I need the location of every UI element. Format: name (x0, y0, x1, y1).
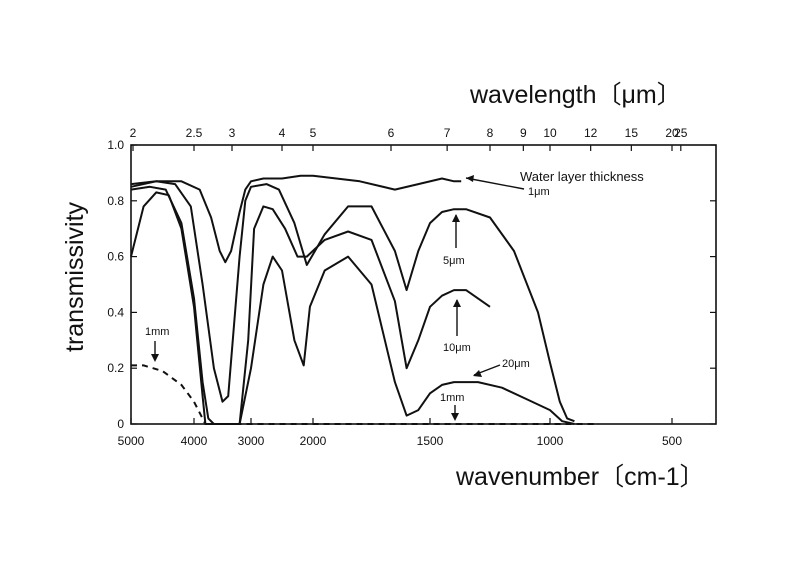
arrow-10um-head (453, 299, 461, 307)
series-1m-line (130, 174, 462, 264)
x2-tick-label: 8 (487, 126, 494, 140)
x2-tick-label: 7 (444, 126, 451, 140)
arrow-1mm-left-head (151, 354, 159, 362)
annotation-1mm-left: 1mm (145, 326, 169, 338)
x2-tick-label: 10 (543, 126, 557, 140)
y-tick-label: 0.2 (107, 361, 124, 375)
series-5m-line (130, 180, 575, 423)
y-tick-label: 0.4 (107, 305, 124, 319)
x2-tick-label: 2.5 (186, 126, 203, 140)
x2-tick-label: 5 (310, 126, 317, 140)
x-tick-label: 4000 (181, 434, 208, 448)
annotation-water-layer: Water layer thickness (520, 169, 644, 184)
annotation-20um: 20μm (502, 358, 530, 370)
x2-tick-label: 20 (665, 126, 679, 140)
annotation-1mm-bottom: 1mm (440, 392, 464, 404)
y-tick-label: 0 (117, 417, 124, 431)
y-tick-label: 1.0 (107, 138, 124, 152)
y-axis-title: transmissivity (61, 201, 89, 352)
series-1mm-line (131, 364, 599, 425)
arrow-1mm-bottom-head (451, 413, 459, 421)
top-axis-title: wavelength〔μm〕 (469, 81, 682, 109)
x2-tick-label: 25 (674, 126, 688, 140)
x2-tick-label: 4 (279, 126, 286, 140)
plot-frame (130, 144, 717, 425)
annotation-5um: 5μm (443, 255, 465, 267)
x-tick-label: 1000 (537, 434, 564, 448)
x-tick-label: 2000 (300, 434, 327, 448)
arrow-20um-head (473, 370, 482, 377)
series-10m-line (130, 185, 491, 425)
x-tick-label: 3000 (238, 434, 265, 448)
bottom-axis-title: wavenumber〔cm-1〕 (455, 463, 705, 491)
x-tick-label: 1500 (417, 434, 444, 448)
annotation-10um: 10μm (443, 342, 471, 354)
arrow-1um (465, 177, 525, 190)
x2-tick-label: 9 (520, 126, 527, 140)
x2-tick-label: 2 (130, 126, 137, 140)
x2-tick-label: 3 (229, 126, 236, 140)
x-tick-label: 500 (662, 434, 682, 448)
x2-tick-label: 6 (388, 126, 395, 140)
y-tick-label: 0.8 (107, 194, 124, 208)
annotation-1um: 1μm (528, 186, 550, 198)
x2-tick-label: 15 (625, 126, 639, 140)
x-tick-label: 5000 (118, 434, 145, 448)
arrow-1um-head (466, 175, 474, 182)
x2-tick-label: 12 (584, 126, 598, 140)
arrow-5um-head (452, 214, 460, 222)
series-20m-line (130, 191, 575, 425)
y-tick-label: 0.6 (107, 250, 124, 264)
